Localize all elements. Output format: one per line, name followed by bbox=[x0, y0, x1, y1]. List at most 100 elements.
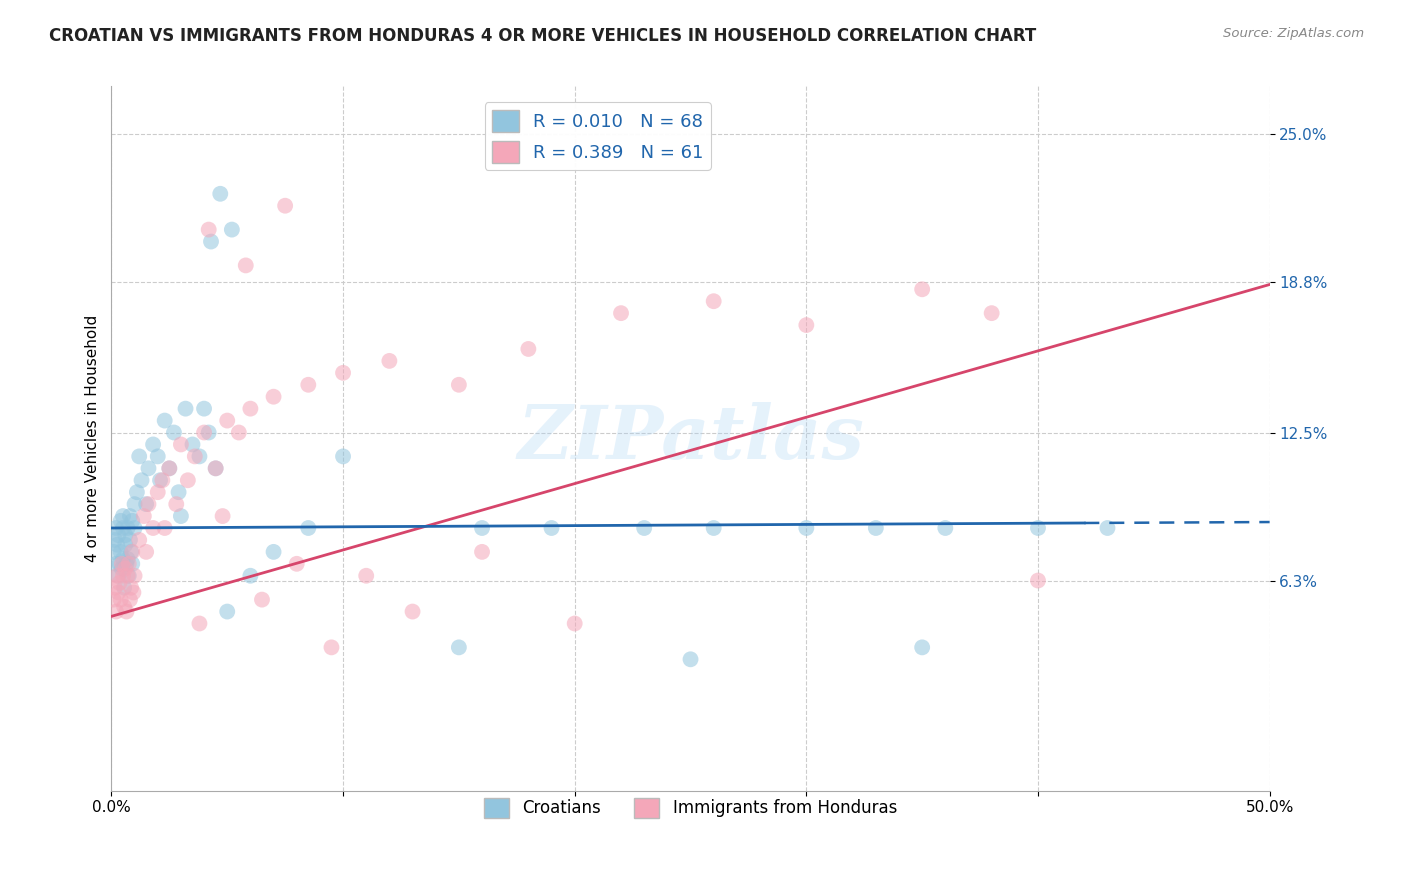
Point bbox=[135, 497, 157, 511]
Point bbox=[911, 640, 934, 655]
Point bbox=[157, 461, 180, 475]
Point bbox=[110, 545, 132, 559]
Point bbox=[118, 557, 141, 571]
Text: ZIPatlas: ZIPatlas bbox=[517, 402, 863, 475]
Point bbox=[197, 222, 219, 236]
Point bbox=[118, 533, 141, 547]
Point bbox=[332, 450, 354, 464]
Point bbox=[703, 294, 725, 309]
Text: Source: ZipAtlas.com: Source: ZipAtlas.com bbox=[1223, 27, 1364, 40]
Point bbox=[250, 592, 273, 607]
Point bbox=[239, 568, 262, 582]
Point bbox=[135, 545, 157, 559]
Point bbox=[105, 605, 128, 619]
Point bbox=[121, 557, 143, 571]
Point bbox=[354, 568, 377, 582]
Legend: Croatians, Immigrants from Honduras: Croatians, Immigrants from Honduras bbox=[477, 791, 904, 824]
Point bbox=[108, 575, 131, 590]
Point bbox=[980, 306, 1002, 320]
Text: CROATIAN VS IMMIGRANTS FROM HONDURAS 4 OR MORE VEHICLES IN HOUSEHOLD CORRELATION: CROATIAN VS IMMIGRANTS FROM HONDURAS 4 O… bbox=[49, 27, 1036, 45]
Point bbox=[115, 605, 138, 619]
Point bbox=[118, 592, 141, 607]
Point bbox=[132, 509, 155, 524]
Point bbox=[274, 199, 297, 213]
Point bbox=[188, 616, 211, 631]
Point bbox=[124, 521, 146, 535]
Point bbox=[117, 521, 139, 535]
Point bbox=[124, 497, 146, 511]
Point bbox=[150, 473, 173, 487]
Point bbox=[167, 485, 190, 500]
Point bbox=[114, 561, 136, 575]
Point bbox=[142, 437, 165, 451]
Point bbox=[1026, 521, 1049, 535]
Point bbox=[104, 581, 127, 595]
Point bbox=[297, 377, 319, 392]
Point bbox=[796, 318, 818, 332]
Point bbox=[193, 401, 215, 416]
Point bbox=[103, 545, 125, 559]
Point bbox=[170, 437, 193, 451]
Point bbox=[138, 461, 160, 475]
Point bbox=[865, 521, 887, 535]
Point bbox=[121, 545, 143, 559]
Point bbox=[120, 545, 142, 559]
Point bbox=[118, 568, 141, 582]
Point bbox=[107, 528, 129, 542]
Point bbox=[209, 186, 232, 201]
Point bbox=[110, 514, 132, 528]
Point bbox=[401, 605, 423, 619]
Point bbox=[193, 425, 215, 440]
Point bbox=[107, 585, 129, 599]
Point bbox=[239, 401, 262, 416]
Point bbox=[204, 461, 226, 475]
Point bbox=[471, 545, 494, 559]
Point bbox=[174, 401, 197, 416]
Point bbox=[633, 521, 655, 535]
Point bbox=[447, 377, 470, 392]
Point bbox=[115, 557, 138, 571]
Point bbox=[796, 521, 818, 535]
Point bbox=[163, 425, 186, 440]
Point bbox=[108, 557, 131, 571]
Point bbox=[263, 545, 285, 559]
Point bbox=[149, 473, 172, 487]
Point bbox=[131, 473, 153, 487]
Point bbox=[332, 366, 354, 380]
Point bbox=[679, 652, 702, 666]
Point bbox=[111, 568, 134, 582]
Point bbox=[181, 437, 204, 451]
Point bbox=[610, 306, 633, 320]
Point bbox=[117, 568, 139, 582]
Point bbox=[104, 533, 127, 547]
Point bbox=[114, 538, 136, 552]
Point bbox=[211, 509, 233, 524]
Point bbox=[146, 485, 169, 500]
Point bbox=[263, 390, 285, 404]
Point bbox=[157, 461, 180, 475]
Point bbox=[112, 581, 135, 595]
Point bbox=[107, 568, 129, 582]
Point bbox=[128, 450, 150, 464]
Point bbox=[321, 640, 343, 655]
Point bbox=[146, 450, 169, 464]
Point bbox=[142, 521, 165, 535]
Point bbox=[112, 599, 135, 614]
Point bbox=[124, 568, 146, 582]
Point bbox=[122, 585, 145, 599]
Point bbox=[297, 521, 319, 535]
Point bbox=[197, 425, 219, 440]
Point bbox=[235, 259, 257, 273]
Point bbox=[184, 450, 207, 464]
Point bbox=[105, 568, 128, 582]
Point bbox=[105, 521, 128, 535]
Point bbox=[188, 450, 211, 464]
Point bbox=[111, 552, 134, 566]
Point bbox=[138, 497, 160, 511]
Point bbox=[103, 592, 125, 607]
Point bbox=[1026, 574, 1049, 588]
Point bbox=[285, 557, 308, 571]
Point bbox=[228, 425, 250, 440]
Point bbox=[378, 354, 401, 368]
Point bbox=[564, 616, 586, 631]
